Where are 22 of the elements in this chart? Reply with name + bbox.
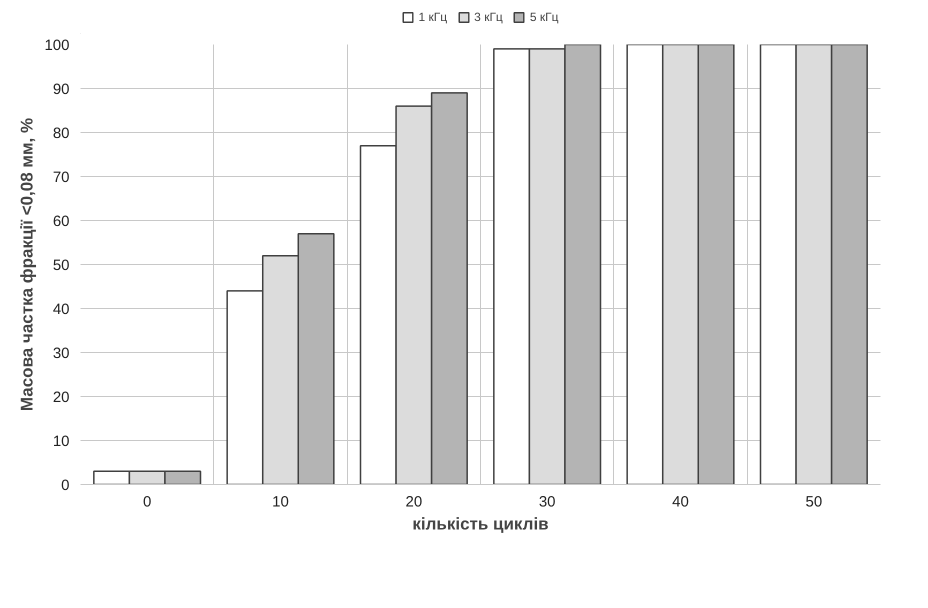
y-tick-label: 70 — [52, 169, 70, 186]
y-tick-label: 0 — [61, 477, 70, 494]
y-tick-label: 90 — [52, 81, 70, 98]
legend-label: 3 кГц — [474, 10, 503, 24]
x-tick-label: 0 — [142, 494, 152, 510]
legend-label: 1 кГц — [418, 10, 448, 24]
x-tick-label: 10 — [272, 494, 289, 510]
y-tick-label: 10 — [52, 433, 70, 450]
x-axis-title: кількість циклів — [412, 514, 549, 534]
y-tick-label: 100 — [44, 37, 70, 54]
x-tick-label: 30 — [538, 494, 556, 510]
y-tick-label: 30 — [52, 345, 70, 362]
y-tick-label: 40 — [52, 301, 70, 318]
x-tick-label: 40 — [672, 494, 689, 510]
y-tick-label: 60 — [52, 213, 70, 230]
y-tick-label: 80 — [52, 125, 70, 142]
y-axis-title: Масова частка фракції <0,08 мм, % — [17, 118, 36, 412]
x-tick-label: 50 — [805, 494, 822, 510]
y-tick-label: 20 — [52, 389, 70, 406]
y-tick-label: 50 — [52, 257, 70, 274]
x-tick-label: 20 — [405, 494, 422, 510]
legend-label: 5 кГц — [530, 10, 558, 24]
